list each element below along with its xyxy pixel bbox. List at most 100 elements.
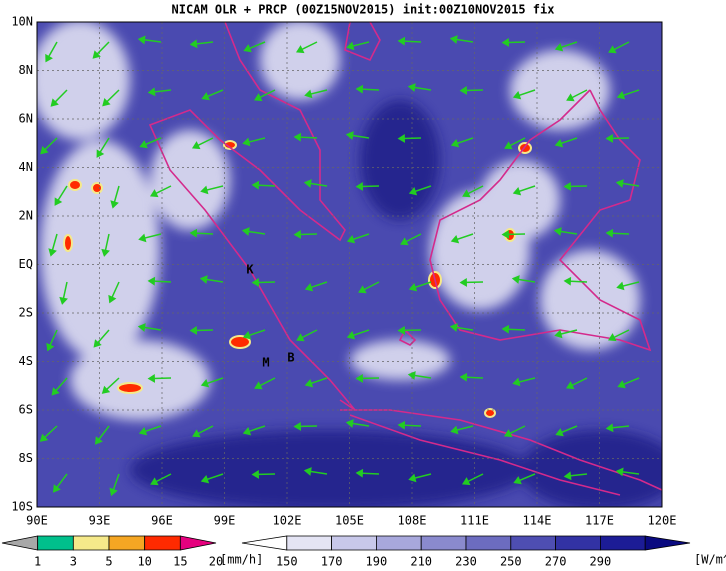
colorbar-label: 1 xyxy=(34,555,41,569)
wind-arrow-head xyxy=(450,139,460,148)
lat-label: 2S xyxy=(19,306,33,320)
wind-arrow-head xyxy=(408,282,418,292)
lon-label: 105E xyxy=(335,514,364,528)
lon-label: 96E xyxy=(151,514,173,528)
wind-arrow-head xyxy=(605,228,614,238)
wind-arrow-head xyxy=(355,373,364,383)
place-marker: K xyxy=(246,263,254,277)
wind-arrow-head xyxy=(150,477,159,486)
map-frame xyxy=(36,21,663,508)
colorbar-swatch xyxy=(331,535,377,551)
wind-arrow-head xyxy=(189,39,198,49)
wind-arrow-head xyxy=(139,140,148,149)
wind-arrow-head xyxy=(346,41,355,51)
wind-arrow-head xyxy=(189,228,198,238)
wind-arrow-head xyxy=(251,278,260,287)
wind-arrow-head xyxy=(137,35,146,45)
colorbar-swatch xyxy=(1,535,39,551)
wind-arrow-head xyxy=(243,44,252,53)
wind-arrow-head xyxy=(605,423,614,433)
wind-arrow-head xyxy=(191,141,201,150)
colorbar-swatch xyxy=(376,535,422,551)
lat-label: 8S xyxy=(19,451,33,465)
wind-arrow-head xyxy=(565,381,575,390)
colorbar-label: 150 xyxy=(276,555,298,569)
wind-arrow-head xyxy=(462,189,471,198)
wind-arrow-head xyxy=(242,137,251,147)
wind-arrow-head xyxy=(554,43,564,52)
colorbar-unit: [mm/h] xyxy=(220,553,263,567)
colorbar-label: 10 xyxy=(137,555,151,569)
wind-arrow-head xyxy=(109,487,118,497)
wind-arrow-head xyxy=(608,45,617,54)
lon-label: 114E xyxy=(523,514,552,528)
wind-arrow-head xyxy=(408,187,418,196)
wind-arrow-head xyxy=(607,333,617,342)
colorbar-label: 250 xyxy=(500,555,522,569)
lat-label: 10S xyxy=(11,500,33,514)
wind-arrow-head xyxy=(459,277,468,287)
wind-arrow-head xyxy=(501,324,510,334)
colorbar-swatch xyxy=(144,535,181,551)
colorbar-swatch xyxy=(555,535,601,551)
wind-arrow-head xyxy=(254,381,263,390)
wind-arrow-head xyxy=(513,476,522,485)
lat-label: 8N xyxy=(19,63,33,77)
wind-arrow-head xyxy=(39,433,49,442)
colorbar-label: 170 xyxy=(321,555,343,569)
wind-arrow-head xyxy=(501,229,510,239)
wind-arrow-head xyxy=(54,197,63,206)
wind-arrow-head xyxy=(138,233,147,243)
wind-arrow-head xyxy=(501,38,510,47)
wind-arrow-head xyxy=(555,428,564,437)
wind-arrow-head xyxy=(50,98,59,107)
colorbar-label: 210 xyxy=(410,555,432,569)
wind-arrow-head xyxy=(93,339,102,348)
colorbar-swatch xyxy=(644,535,691,551)
wind-arrow-head xyxy=(617,380,626,389)
wind-arrow-head xyxy=(345,131,354,140)
wind-arrow-head xyxy=(304,89,313,99)
wind-arrow-head xyxy=(147,276,156,286)
wind-arrow-head xyxy=(192,429,201,438)
wind-arrow-head xyxy=(615,467,624,477)
wind-arrow-head xyxy=(358,285,367,294)
colorbar-swatch xyxy=(510,535,556,551)
map-field xyxy=(37,22,662,507)
wind-arrow-head xyxy=(253,93,263,102)
wind-arrow-head xyxy=(449,35,458,44)
wind-arrow-head xyxy=(563,471,572,481)
colorbar-label: 230 xyxy=(455,555,477,569)
wind-arrow-head xyxy=(201,92,210,101)
lat-label: 6N xyxy=(19,112,33,126)
place-marker: M xyxy=(262,356,269,370)
wind-arrow-head xyxy=(51,387,60,396)
wind-arrow-head xyxy=(407,83,416,92)
wind-arrow-head xyxy=(102,98,111,107)
wind-arrow-head xyxy=(101,385,111,394)
colorbar-label: 270 xyxy=(545,555,567,569)
colorbar-swatch xyxy=(241,535,288,551)
wind-arrow-head xyxy=(138,427,148,436)
wind-arrow-head xyxy=(242,426,252,436)
wind-arrow-head xyxy=(303,467,312,476)
colorbar-swatch xyxy=(465,535,512,551)
wind-arrow-head xyxy=(605,133,614,143)
wind-arrow-head xyxy=(251,469,260,479)
wind-arrow-head xyxy=(303,179,312,188)
lon-label: 102E xyxy=(273,514,302,528)
wind-arrow-head xyxy=(46,342,55,352)
wind-arrow-head xyxy=(96,149,105,158)
wind-arrow-head xyxy=(110,200,119,209)
wind-arrow-head xyxy=(511,275,520,284)
colorbar-label: 190 xyxy=(366,555,388,569)
place-marker: B xyxy=(287,351,294,365)
colorbar-label: 5 xyxy=(105,555,112,569)
lon-label: 120E xyxy=(648,514,677,528)
wind-arrow-head xyxy=(397,134,406,143)
wind-arrow-head xyxy=(147,374,156,383)
wind-arrow-head xyxy=(200,474,210,484)
wind-arrow-head xyxy=(251,180,260,190)
wind-arrow-head xyxy=(149,189,159,198)
